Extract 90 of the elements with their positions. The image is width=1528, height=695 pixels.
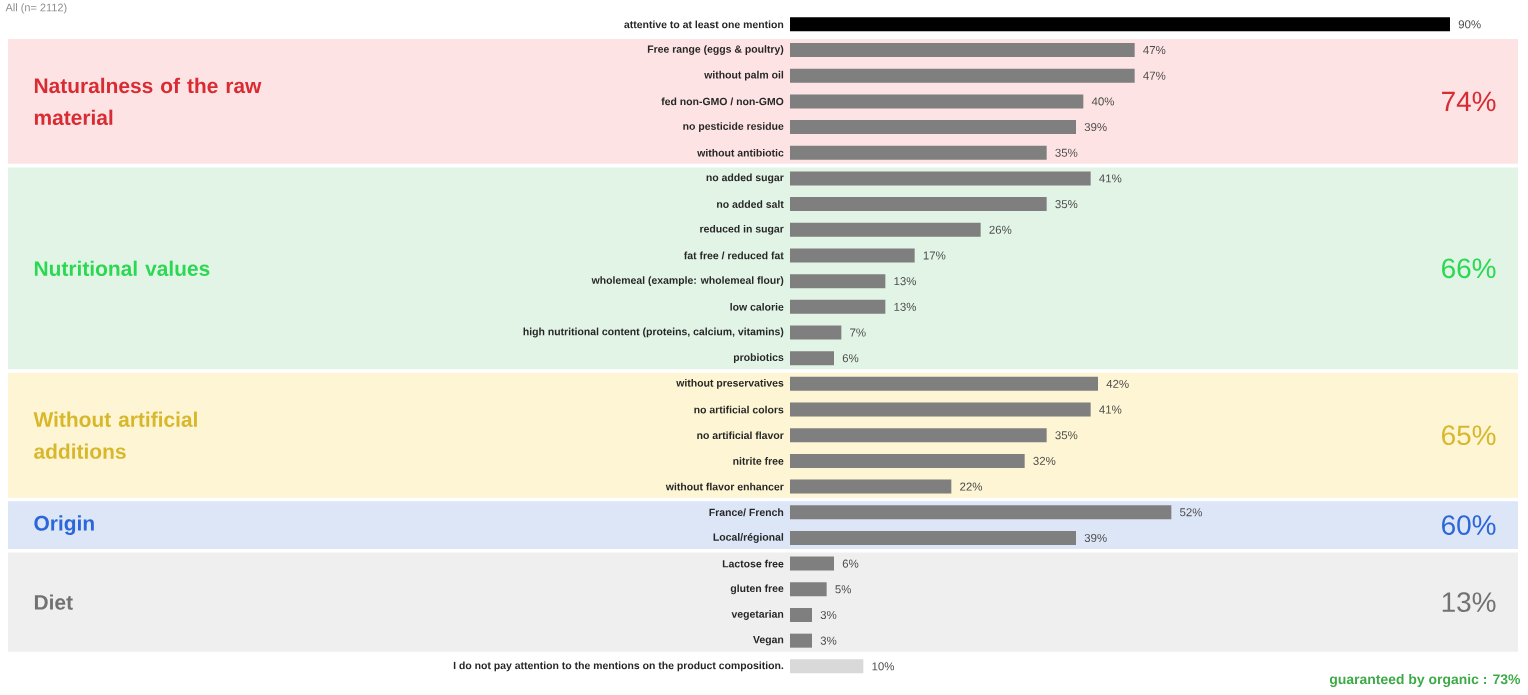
bar bbox=[790, 608, 812, 623]
bar bbox=[790, 351, 834, 366]
band-label: Diet bbox=[34, 594, 73, 611]
bar bbox=[790, 197, 1047, 212]
bar bbox=[790, 325, 842, 340]
data-label: 3% bbox=[820, 636, 837, 645]
y-tick-label: fat free / reduced fat bbox=[683, 251, 784, 260]
annotation: 60% bbox=[1442, 515, 1496, 536]
data-label: 22% bbox=[960, 482, 983, 491]
y-tick-label: Free range (eggs & poultry) bbox=[647, 45, 784, 56]
band-label: Without artificial additions bbox=[33, 411, 197, 460]
data-label: 35% bbox=[1055, 148, 1078, 158]
bar bbox=[790, 479, 952, 494]
y-tick-label: I do not pay attention to the mentions on the product composition. bbox=[453, 661, 784, 672]
bar bbox=[790, 146, 1047, 160]
data-label: 39% bbox=[1084, 123, 1107, 132]
annotation: 65% bbox=[1442, 425, 1496, 446]
y-tick-label: probiotics bbox=[733, 353, 784, 364]
data-label: 52% bbox=[1179, 508, 1203, 517]
data-label: 26% bbox=[989, 225, 1012, 235]
annotation: 74% bbox=[1442, 91, 1496, 112]
y-tick-label: high nutritional content (proteins, calcium, vitamins) bbox=[523, 327, 784, 338]
data-label: 13% bbox=[894, 277, 917, 286]
bar bbox=[790, 659, 864, 674]
bar bbox=[790, 531, 1076, 546]
bar bbox=[790, 582, 827, 597]
data-label: 90% bbox=[1458, 20, 1481, 29]
y-tick-label: without preservatives bbox=[676, 379, 784, 389]
y-tick-label: France/ French bbox=[709, 508, 784, 517]
y-tick-label: no artificial flavor bbox=[697, 431, 784, 440]
data-label: 17% bbox=[923, 251, 946, 260]
y-tick-label: Vegan bbox=[753, 636, 784, 646]
y-tick-label: attentive to at least one mention bbox=[624, 20, 784, 29]
bar bbox=[790, 223, 981, 238]
bar bbox=[790, 17, 1450, 32]
y-tick-label: no pesticide residue bbox=[683, 122, 784, 133]
annotation: guaranteed by organic : 73% bbox=[1329, 674, 1521, 688]
y-tick-label: no added salt bbox=[717, 200, 784, 209]
y-tick-label: wholemeal (example: wholemeal flour) bbox=[591, 276, 784, 287]
data-label: 6% bbox=[842, 559, 859, 568]
annotation: 66% bbox=[1442, 258, 1496, 279]
annotation: 13% bbox=[1442, 592, 1496, 613]
y-tick-label: gluten free bbox=[730, 584, 784, 595]
bar bbox=[790, 248, 915, 263]
y-tick-label: vegetarian bbox=[731, 610, 784, 621]
data-label: 47% bbox=[1143, 71, 1166, 80]
bar bbox=[790, 454, 1025, 469]
y-tick-label: without palm oil bbox=[704, 71, 784, 81]
data-label: 41% bbox=[1099, 174, 1122, 183]
bar bbox=[790, 402, 1091, 417]
data-label: 7% bbox=[850, 328, 866, 337]
bar bbox=[790, 556, 834, 571]
bar bbox=[790, 505, 1172, 520]
text: All (n= 2112) bbox=[5, 3, 67, 14]
data-label: 10% bbox=[872, 662, 895, 671]
bar bbox=[790, 43, 1135, 58]
bar bbox=[790, 120, 1076, 135]
data-label: 42% bbox=[1106, 380, 1129, 389]
band-label: Origin bbox=[34, 515, 94, 536]
data-label: 6% bbox=[842, 354, 859, 363]
y-tick-label: without antibiotic bbox=[697, 149, 784, 157]
data-label: 39% bbox=[1084, 534, 1107, 543]
y-tick-label: low calorie bbox=[730, 303, 784, 311]
data-label: 47% bbox=[1143, 46, 1166, 55]
y-tick-label: reduced in sugar bbox=[700, 225, 784, 235]
y-tick-label: nitrite free bbox=[733, 457, 784, 465]
bar bbox=[790, 300, 886, 315]
y-tick-label: Local/régional bbox=[713, 533, 784, 544]
bar bbox=[790, 68, 1135, 83]
data-label: 32% bbox=[1033, 457, 1056, 466]
bar bbox=[790, 377, 1098, 392]
data-label: 5% bbox=[835, 585, 852, 594]
data-label: 13% bbox=[894, 303, 917, 312]
data-label: 40% bbox=[1091, 97, 1115, 106]
data-label: 41% bbox=[1099, 405, 1122, 414]
data-label: 35% bbox=[1055, 200, 1078, 209]
y-tick-label: no added sugar bbox=[706, 173, 784, 184]
bar bbox=[790, 274, 886, 289]
y-tick-label: fed non-GMO / non-GMO bbox=[661, 97, 784, 106]
band-label: Naturalness of the raw material bbox=[34, 78, 262, 126]
bar bbox=[790, 428, 1047, 443]
data-label: 35% bbox=[1055, 431, 1078, 440]
bar bbox=[790, 171, 1091, 186]
y-tick-label: no artificial colors bbox=[694, 405, 784, 414]
y-tick-label: Lactose free bbox=[722, 560, 784, 568]
bar bbox=[790, 94, 1084, 109]
bar bbox=[790, 633, 812, 648]
data-label: 3% bbox=[820, 611, 837, 620]
band-label: Nutritional values bbox=[34, 260, 210, 277]
y-tick-label: without flavor enhancer bbox=[665, 483, 784, 491]
